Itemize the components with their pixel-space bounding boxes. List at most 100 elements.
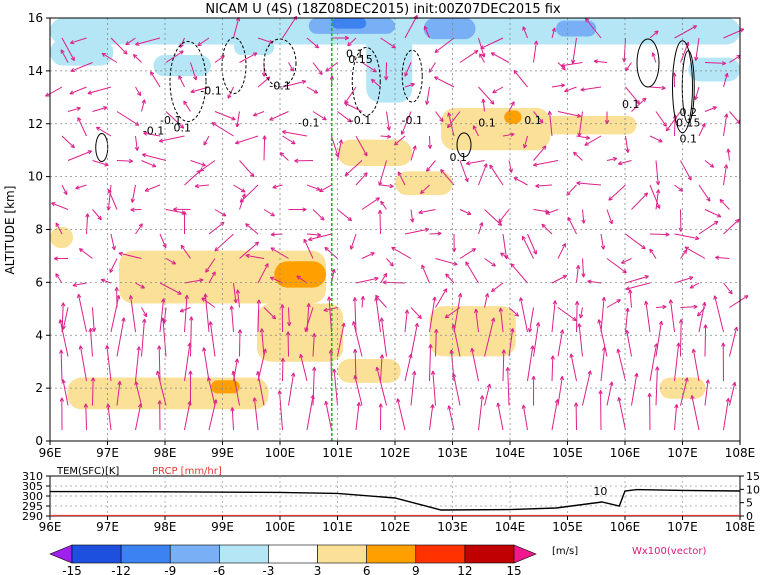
wind-vector-449 [684, 246, 706, 259]
wind-vector-121 [233, 358, 239, 382]
wind-vector-247 [410, 209, 415, 223]
wind-vector-416 [649, 232, 670, 237]
wind-vector-289 [478, 395, 485, 431]
contour-line-8 [95, 133, 109, 163]
wind-region-21 [423, 18, 476, 40]
wind-vector-37 [116, 317, 126, 357]
wind-vector-84 [135, 37, 161, 46]
wind-vector-11 [67, 150, 93, 161]
wind-vector-220 [347, 37, 357, 47]
wind-vector-413 [655, 304, 667, 310]
wind-vector-287 [459, 50, 479, 63]
wind-vector-111 [214, 209, 227, 217]
wind-vector-453 [704, 160, 715, 168]
wind-vector-123 [229, 305, 234, 333]
wind-vector-456 [694, 86, 700, 101]
wind-vector-175 [304, 307, 314, 332]
wind-vector-361 [574, 300, 580, 333]
wind-vector-98 [183, 100, 191, 112]
wind-vector-292 [484, 317, 496, 357]
wind-vector-424 [649, 30, 659, 39]
wind-vector-282 [440, 169, 455, 186]
contour-label-7: 0.1 [346, 48, 364, 61]
wind-vector-469 [723, 164, 729, 186]
y-tick-label-2: 4 [35, 328, 43, 342]
wind-vector-130 [239, 160, 255, 178]
wind-vector-64 [141, 99, 146, 112]
wind-vector-50 [110, 37, 128, 55]
wind-vector-251 [400, 111, 412, 135]
wind-vector-356 [551, 27, 556, 39]
wind-vector-392 [631, 372, 639, 406]
contour-label-5: 0.1 [174, 122, 192, 135]
colorbar-segment-8 [415, 544, 466, 564]
wind-vector-460 [729, 381, 737, 406]
wind-vector-181 [294, 158, 314, 164]
wind-vector-326 [533, 322, 541, 357]
wind-vector-209 [360, 295, 365, 308]
wind-vector-470 [726, 148, 731, 161]
wind-vector-260 [435, 288, 448, 308]
wind-vector-445 [703, 324, 708, 357]
wind-vector-56 [141, 307, 148, 318]
wind-vector-366 [581, 209, 586, 224]
surface-x-tick-label-12: 108E [725, 520, 756, 534]
wind-region-8 [337, 139, 413, 167]
wind-region-23 [331, 18, 367, 29]
wind-vector-399 [625, 233, 646, 250]
wind-vector-357 [573, 402, 579, 431]
wind-vector-276 [453, 293, 463, 333]
wind-vector-90 [179, 307, 191, 313]
wind-vector-68 [157, 400, 162, 431]
wind-vector-113 [199, 160, 216, 172]
wind-vector-234 [386, 111, 391, 131]
wind-vector-180 [306, 184, 321, 191]
wind-vector-14 [45, 86, 63, 97]
wind-vector-374 [598, 390, 603, 431]
wind-vector-109 [205, 258, 216, 273]
wind-vector-249 [410, 145, 417, 161]
wind-vector-372 [560, 62, 583, 68]
wind-vector-262 [435, 258, 458, 266]
wind-vector-284 [447, 112, 455, 137]
wind-vector-146 [239, 184, 259, 203]
wind-vector-92 [180, 244, 191, 259]
wind-vector-415 [649, 248, 657, 259]
wind-vector-57 [135, 282, 145, 289]
surface-left-tick-label-2: 300 [22, 490, 43, 503]
wind-vector-451 [704, 209, 722, 218]
wind-vector-302 [481, 98, 486, 112]
wind-vector-36 [105, 345, 112, 382]
wind-vector-259 [429, 296, 437, 333]
wind-vector-194 [324, 246, 338, 259]
wind-vector-365 [567, 216, 577, 235]
colorbar-label-6: 6 [363, 564, 371, 575]
surface-right-tick-label-2: 10 [746, 483, 760, 496]
wind-vector-353 [557, 111, 582, 118]
colorbar-label-4: -3 [262, 564, 274, 575]
wind-vector-296 [484, 258, 496, 267]
surface-left-tick-label-0: 290 [22, 510, 43, 523]
wind-vector-107 [201, 297, 216, 308]
wind-vector-324 [531, 375, 536, 406]
wind-vector-26 [92, 209, 102, 221]
wind-vector-444 [691, 348, 700, 382]
wind-vector-341 [557, 376, 565, 406]
wind-vector-454 [698, 123, 706, 137]
prcp-legend: PRCP [mm/hr] [152, 466, 222, 477]
contour-layer: -0.1-0.1-0.1-0.1-0.10.10.150.10.10.10.10… [95, 37, 701, 164]
wind-vector-264 [418, 209, 436, 215]
contour-label-4: -0.1 [298, 116, 319, 129]
wind-vector-190 [337, 322, 346, 357]
surface-x-tick-label-3: 99E [211, 520, 234, 534]
wind-vector-464 [729, 295, 749, 308]
wind-vector-93 [182, 211, 187, 235]
wind-region-2 [257, 303, 344, 362]
surface-x-tick-label-1: 97E [96, 520, 119, 534]
wind-region-13 [50, 226, 73, 249]
x-tick-label-0: 96E [39, 446, 62, 460]
wind-vector-179 [312, 209, 325, 221]
wind-vector-191 [327, 296, 332, 333]
colorbar-label-2: -9 [164, 564, 176, 575]
